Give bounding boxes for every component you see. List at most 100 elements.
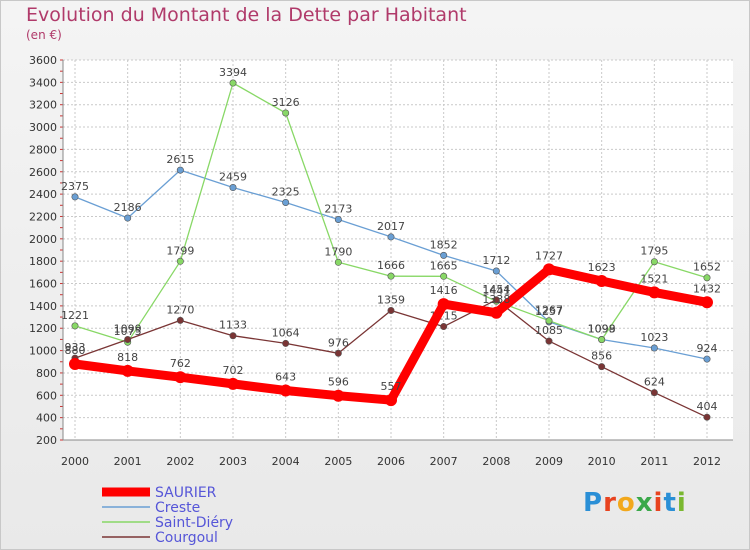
data-label-saint-di-ry: 1799: [166, 244, 194, 257]
data-point-saint-di-ry: [229, 79, 237, 87]
x-tick-label: 2004: [272, 455, 300, 468]
data-point-courgoul: [598, 363, 606, 371]
data-label-creste: 1257: [535, 305, 563, 318]
data-point-saurier: [279, 384, 292, 397]
data-label-saurier: 1338: [482, 293, 510, 306]
y-tick-label: 3000: [29, 121, 57, 134]
y-tick-label: 1400: [29, 300, 57, 313]
data-point-saint-di-ry: [71, 322, 79, 330]
data-point-courgoul: [229, 332, 237, 340]
data-point-saint-di-ry: [282, 109, 290, 117]
x-tick-label: 2001: [114, 455, 142, 468]
legend-label: Creste: [155, 500, 200, 516]
data-label-courgoul: 1064: [272, 326, 300, 339]
y-tick-label: 1000: [29, 345, 57, 358]
y-tick-label: 1800: [29, 255, 57, 268]
data-point-courgoul: [334, 349, 342, 357]
y-tick-label: 3200: [29, 99, 57, 112]
data-point-saurier: [543, 263, 555, 276]
y-tick-label: 3600: [29, 54, 57, 67]
x-tick-label: 2003: [219, 455, 247, 468]
data-label-saint-di-ry: 1098: [588, 323, 616, 336]
data-label-courgoul: 1270: [166, 303, 194, 316]
y-tick-label: 1200: [29, 322, 57, 335]
chart-title: Evolution du Montant de la Dette par Hab…: [26, 4, 467, 26]
x-tick-label: 2000: [61, 455, 89, 468]
data-label-creste: 1023: [640, 331, 668, 344]
data-point-saint-di-ry: [176, 257, 184, 265]
data-point-saurier: [437, 298, 450, 311]
data-point-creste: [440, 251, 448, 259]
data-label-courgoul: 856: [591, 350, 612, 363]
data-point-creste: [334, 215, 342, 223]
data-point-saurier: [385, 394, 397, 407]
chart-unit-label: (en €): [26, 28, 62, 42]
y-tick-label: 2200: [29, 210, 57, 223]
data-label-saurier: 762: [170, 357, 191, 370]
data-point-courgoul: [492, 296, 500, 304]
data-label-saint-di-ry: 1795: [640, 245, 668, 258]
data-label-saurier: 1727: [535, 249, 563, 262]
x-tick-label: 2005: [324, 455, 352, 468]
legend-label: Saint-Diéry: [155, 515, 233, 531]
y-tick-label: 200: [36, 434, 57, 447]
data-label-saurier: 1416: [430, 284, 458, 297]
data-point-courgoul: [387, 306, 395, 314]
data-point-saint-di-ry: [598, 336, 606, 344]
data-label-courgoul: 404: [697, 400, 718, 413]
data-label-saurier: 1521: [640, 272, 668, 285]
data-label-creste: 924: [697, 342, 718, 355]
data-point-courgoul: [703, 413, 711, 421]
data-point-saurier: [701, 296, 713, 309]
data-point-creste: [71, 193, 79, 201]
data-point-saurier: [227, 377, 239, 390]
proxiti-logo: Proxiti: [583, 488, 687, 518]
data-label-courgoul: 933: [65, 341, 86, 354]
x-tick-label: 2012: [693, 455, 721, 468]
data-label-creste: 1712: [482, 254, 510, 267]
data-point-saint-di-ry: [334, 258, 342, 266]
data-point-creste: [176, 166, 184, 174]
y-tick-label: 2000: [29, 233, 57, 246]
data-point-saurier: [174, 371, 187, 384]
data-label-saint-di-ry: 3394: [219, 66, 247, 79]
x-tick-label: 2009: [535, 455, 563, 468]
data-point-creste: [282, 199, 290, 207]
data-label-courgoul: 1099: [114, 323, 142, 336]
data-point-saurier: [490, 306, 503, 319]
data-label-creste: 2325: [272, 186, 300, 199]
x-tick-label: 2008: [482, 455, 510, 468]
data-label-saurier: 643: [275, 370, 296, 383]
data-label-saurier: 557: [381, 380, 402, 393]
y-tick-label: 2800: [29, 143, 57, 156]
data-point-saint-di-ry: [545, 317, 553, 325]
data-point-creste: [387, 233, 395, 241]
data-label-creste: 2459: [219, 171, 247, 184]
data-label-creste: 1852: [430, 238, 458, 251]
y-tick-label: 1600: [29, 278, 57, 291]
data-label-saint-di-ry: 1665: [430, 259, 458, 272]
data-point-saurier: [69, 358, 81, 370]
x-tick-label: 2002: [166, 455, 194, 468]
y-tick-label: 2600: [29, 166, 57, 179]
y-tick-label: 2400: [29, 188, 57, 201]
data-point-creste: [492, 267, 500, 275]
data-point-courgoul: [440, 323, 448, 331]
data-point-courgoul: [124, 336, 132, 344]
data-point-courgoul: [545, 337, 553, 345]
y-tick-label: 400: [36, 412, 57, 425]
legend-label: Courgoul: [155, 530, 218, 546]
data-point-saint-di-ry: [703, 274, 711, 282]
data-point-saint-di-ry: [650, 258, 658, 266]
data-point-courgoul: [282, 339, 290, 347]
data-label-courgoul: 624: [644, 376, 665, 389]
data-label-courgoul: 1359: [377, 293, 405, 306]
data-label-saurier: 1623: [588, 261, 616, 274]
data-point-creste: [124, 214, 132, 222]
y-tick-label: 600: [36, 389, 57, 402]
data-point-creste: [703, 355, 711, 363]
x-tick-label: 2010: [588, 455, 616, 468]
data-label-saint-di-ry: 1221: [61, 309, 89, 322]
x-tick-label: 2007: [430, 455, 458, 468]
